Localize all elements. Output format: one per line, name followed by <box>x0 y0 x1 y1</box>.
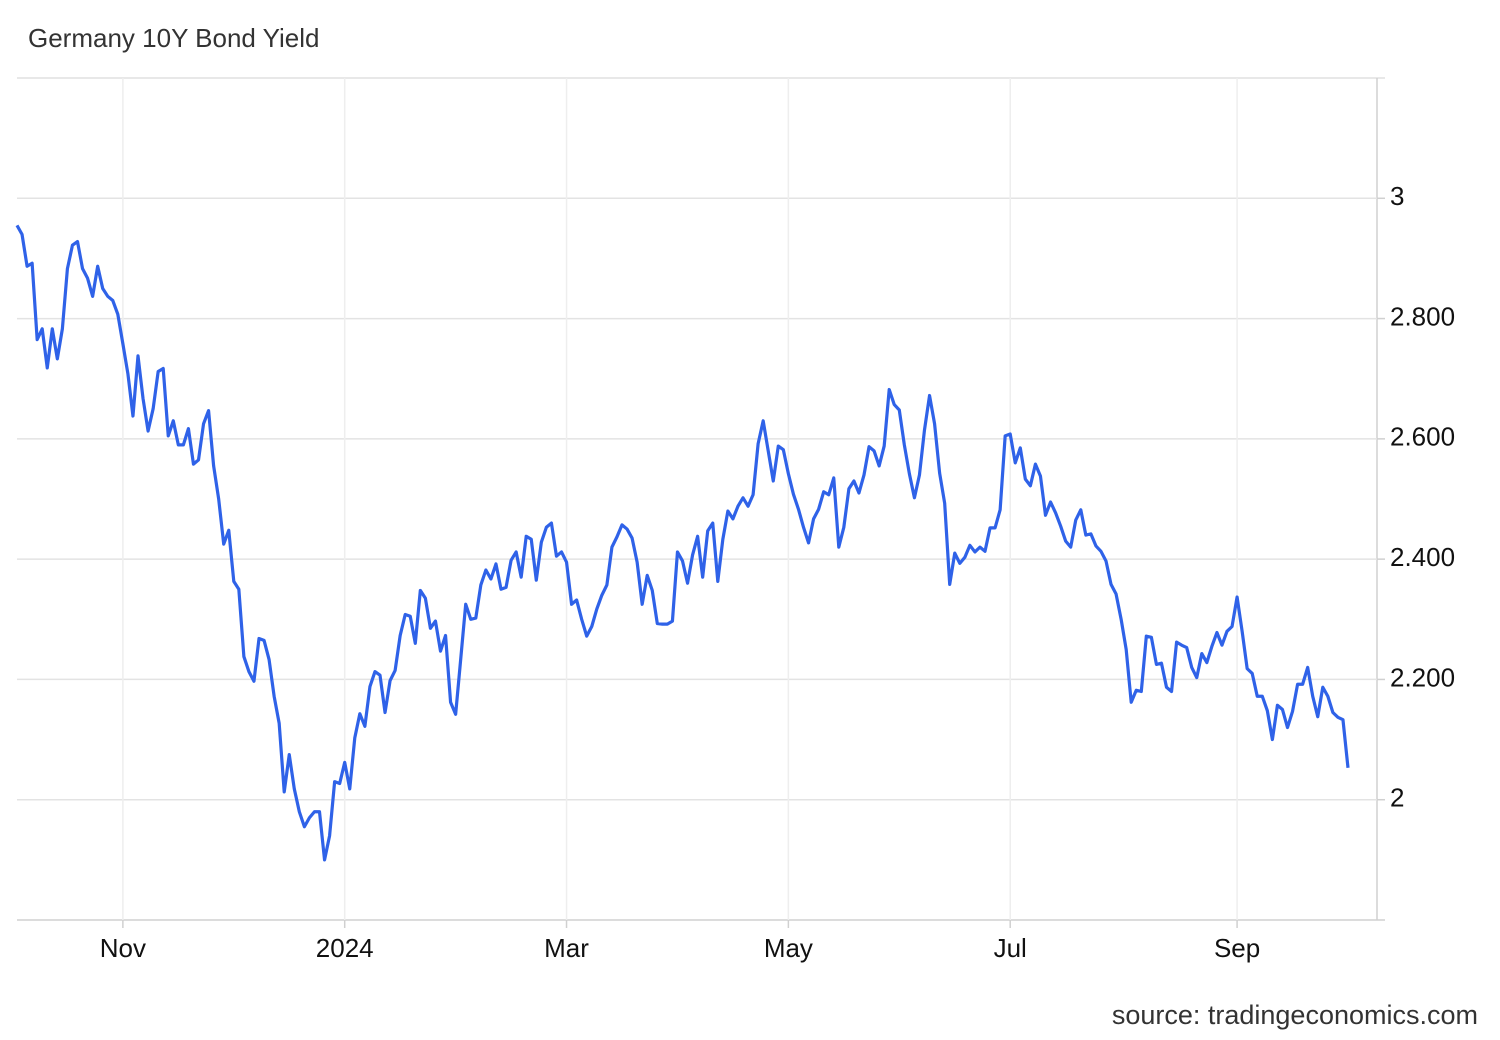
data-line <box>15 224 1350 862</box>
source-note: source: tradingeconomics.com <box>1112 1000 1478 1030</box>
x-tick-label: 2024 <box>316 933 374 963</box>
x-tick-label: Mar <box>544 933 589 963</box>
y-tick-label: 3 <box>1390 181 1404 211</box>
y-tick-label: 2.400 <box>1390 542 1455 572</box>
y-tick-label: 2.600 <box>1390 422 1455 452</box>
x-tick-label: Sep <box>1214 933 1260 963</box>
y-tick-label: 2.200 <box>1390 662 1455 692</box>
x-tick-label: Nov <box>100 933 146 963</box>
x-tick-label: Jul <box>994 933 1027 963</box>
y-tick-label: 2.800 <box>1390 301 1455 331</box>
y-tick-label: 2 <box>1390 783 1404 813</box>
x-tick-label: May <box>764 933 813 963</box>
chart-title: Germany 10Y Bond Yield <box>28 23 319 53</box>
